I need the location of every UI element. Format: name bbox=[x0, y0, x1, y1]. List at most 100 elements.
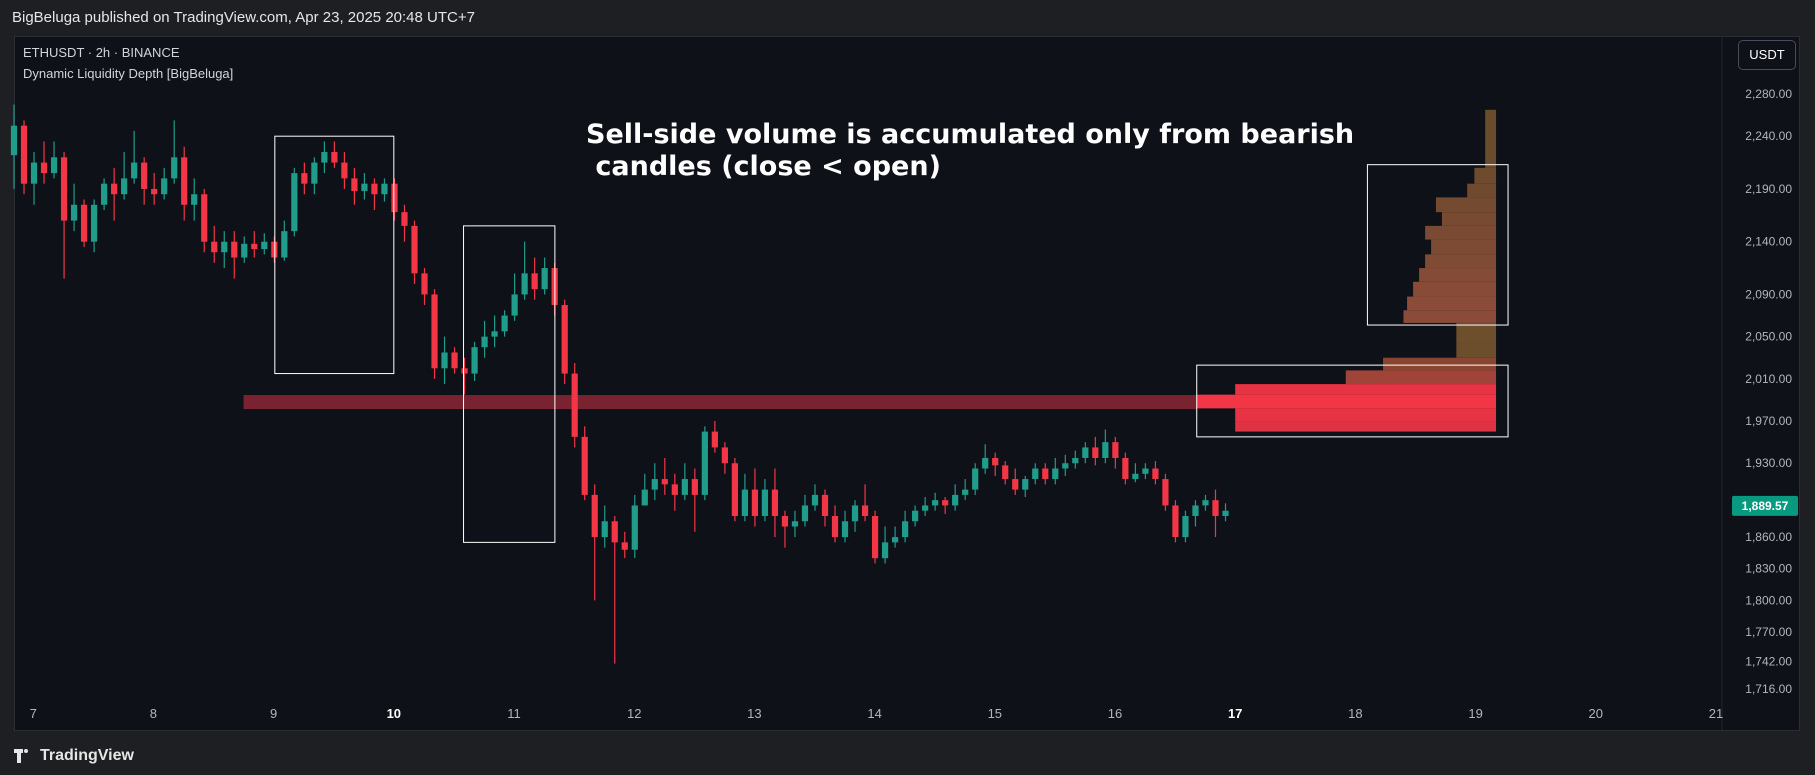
publish-info: BigBeluga published on TradingView.com, … bbox=[12, 9, 475, 26]
liquidity-profile-bar bbox=[1456, 342, 1497, 358]
candle bbox=[781, 510, 789, 548]
candle bbox=[131, 130, 138, 184]
x-tick-label: 18 bbox=[1348, 706, 1362, 721]
liquidity-profile-bar bbox=[1485, 109, 1497, 168]
y-tick-label: 2,090.00 bbox=[1745, 287, 1792, 301]
candle bbox=[1012, 468, 1019, 495]
candle bbox=[902, 510, 909, 543]
y-tick-label: 1,930.00 bbox=[1745, 456, 1792, 470]
candle bbox=[10, 104, 18, 189]
candle bbox=[871, 510, 879, 564]
candle bbox=[912, 505, 919, 527]
candle bbox=[231, 231, 238, 279]
candle bbox=[171, 120, 178, 184]
candle bbox=[671, 473, 678, 511]
candle bbox=[391, 178, 398, 221]
candle bbox=[571, 363, 578, 448]
price-axis: 2,280.00 2,240.00 2,190.00 2,140.00 2,090.00… bbox=[1732, 87, 1798, 696]
candle bbox=[60, 152, 68, 279]
candle bbox=[341, 152, 348, 189]
y-tick-label: 2,190.00 bbox=[1745, 182, 1792, 196]
candle bbox=[40, 141, 48, 184]
liquidity-layer bbox=[243, 109, 1497, 432]
candle bbox=[181, 146, 188, 221]
candle bbox=[1072, 450, 1079, 469]
candle bbox=[741, 473, 749, 522]
liquidity-profile-bar bbox=[1383, 357, 1497, 371]
candle bbox=[251, 231, 258, 258]
liquidity-profile-bar bbox=[1413, 281, 1497, 297]
candle bbox=[641, 473, 648, 506]
candle bbox=[1002, 461, 1009, 485]
x-tick-label: 21 bbox=[1709, 706, 1723, 721]
candle bbox=[631, 494, 638, 559]
y-tick-label: 1,716.00 bbox=[1745, 682, 1792, 696]
candle bbox=[861, 484, 869, 522]
candle bbox=[561, 299, 568, 385]
candle bbox=[80, 199, 88, 247]
liquidity-profile-bar bbox=[1431, 239, 1497, 255]
candle bbox=[771, 468, 779, 538]
candle bbox=[471, 341, 478, 381]
candle bbox=[461, 357, 468, 395]
candle bbox=[1092, 436, 1099, 466]
x-tick-label: 17 bbox=[1228, 706, 1242, 721]
candle bbox=[1032, 463, 1039, 485]
price-chart[interactable]: 2,280.00 2,240.00 2,190.00 2,140.00 2,090.00… bbox=[0, 0, 1815, 740]
candle bbox=[1162, 473, 1169, 511]
tradingview-brand: TradingView bbox=[40, 747, 134, 764]
x-tick-label: 19 bbox=[1468, 706, 1482, 721]
candle bbox=[1052, 457, 1059, 485]
candle bbox=[151, 173, 158, 205]
candle bbox=[701, 426, 708, 501]
candle bbox=[1042, 463, 1049, 485]
candle bbox=[501, 310, 508, 337]
candle bbox=[711, 421, 718, 453]
x-tick-label: 9 bbox=[270, 706, 277, 721]
drop-box-2 bbox=[463, 225, 556, 543]
candle bbox=[511, 273, 518, 321]
candle bbox=[241, 236, 248, 263]
candle bbox=[101, 178, 108, 211]
symbol-legend: ETHUSDT · 2h · BINANCE bbox=[23, 45, 180, 60]
liquidity-profile-bar bbox=[1196, 394, 1497, 409]
candle bbox=[791, 510, 799, 538]
liquidity-profile-bar bbox=[1425, 254, 1497, 269]
candle bbox=[751, 468, 759, 527]
candle bbox=[992, 452, 999, 476]
chart-annotation: Sell-side volume is accumulated only fro… bbox=[586, 119, 1355, 182]
candles-layer bbox=[10, 104, 1229, 664]
liquidity-line bbox=[243, 395, 1197, 410]
candle bbox=[952, 484, 959, 511]
x-tick-label: 16 bbox=[1108, 706, 1122, 721]
candle bbox=[361, 173, 368, 200]
candle bbox=[962, 479, 969, 501]
y-tick-label: 1,830.00 bbox=[1745, 562, 1792, 576]
candle bbox=[1212, 489, 1219, 538]
y-tick-label: 1,742.00 bbox=[1745, 655, 1792, 669]
candle bbox=[211, 225, 218, 263]
candle bbox=[651, 463, 658, 501]
y-tick-label: 1,800.00 bbox=[1745, 593, 1792, 607]
liquidity-profile-bar bbox=[1407, 296, 1497, 311]
liquidity-profile-bar bbox=[1467, 183, 1497, 198]
candle bbox=[351, 167, 358, 205]
currency-button[interactable]: USDT bbox=[1738, 40, 1796, 70]
time-axis: 7 8 9 10 11 12 13 14 15 16 17 18 19 20 21 bbox=[30, 706, 1724, 721]
liquidity-profile-bar bbox=[1474, 167, 1497, 184]
candle bbox=[281, 220, 288, 261]
x-tick-label: 11 bbox=[507, 706, 521, 721]
y-tick-label: 1,860.00 bbox=[1745, 530, 1792, 544]
candle bbox=[811, 484, 819, 511]
liquidity-profile-bar bbox=[1235, 408, 1497, 422]
candle bbox=[1022, 475, 1029, 497]
tradingview-logo[interactable]: TradingView bbox=[14, 747, 134, 765]
liquidity-profile-bar bbox=[1235, 421, 1497, 432]
candle bbox=[141, 157, 148, 205]
chart-frame[interactable] bbox=[14, 36, 1800, 731]
candle bbox=[1102, 429, 1109, 464]
candle bbox=[881, 526, 889, 564]
candle bbox=[191, 178, 198, 221]
candle bbox=[331, 141, 338, 168]
candle bbox=[601, 505, 608, 548]
